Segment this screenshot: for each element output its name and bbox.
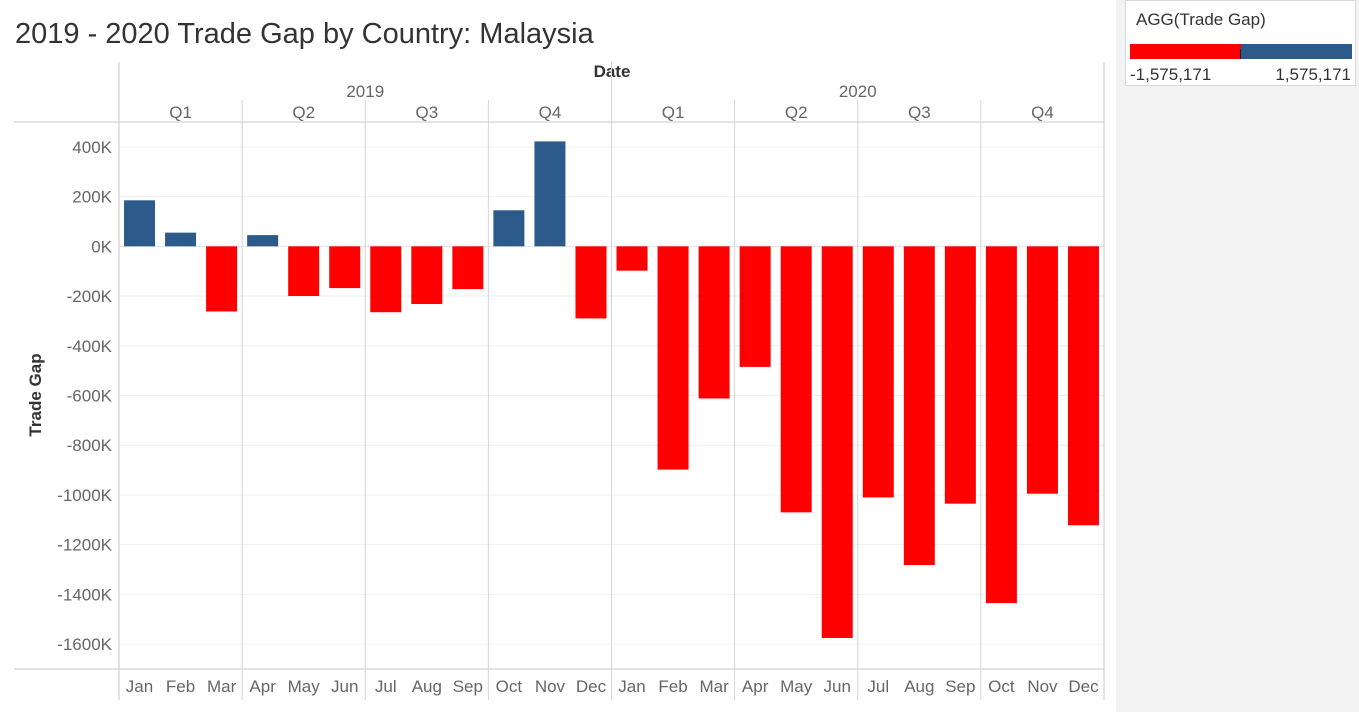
x-tick-label: Jan — [618, 677, 645, 696]
month-dividers — [241, 62, 982, 700]
x-tick-label: Sep — [945, 677, 975, 696]
quarter-label: Q4 — [1031, 103, 1054, 122]
bar — [985, 246, 1017, 604]
y-tick-label: -1400K — [57, 585, 112, 604]
bar — [944, 246, 976, 504]
bar — [329, 246, 361, 289]
bar — [288, 246, 320, 297]
x-tick-label: Mar — [699, 677, 729, 696]
bar — [493, 210, 525, 247]
legend-positive-swatch — [1241, 44, 1352, 59]
color-legend: AGG(Trade Gap) -1,575,171 1,575,171 — [1125, 0, 1356, 86]
bar — [657, 246, 689, 470]
year-label: 2019 — [346, 82, 384, 101]
x-tick-label: Oct — [988, 677, 1015, 696]
y-axis-label: Trade Gap — [26, 353, 45, 436]
legend-title: AGG(Trade Gap) — [1136, 10, 1266, 29]
bar — [780, 246, 812, 513]
x-tick-label: Jun — [824, 677, 851, 696]
chart: 2019 - 2020 Trade Gap by Country: Malays… — [14, 18, 1105, 700]
x-tick-label: Dec — [576, 677, 607, 696]
y-axis: 400K 200K 0K -200K -400K -600K -800K -1000K -120… — [57, 138, 112, 654]
quarter-label: Q3 — [908, 103, 931, 122]
column-headers: 2019 Q1 Q2 Q3 Q4 2020 Q1 Q2 Q3 Q4 — [169, 82, 1054, 122]
x-tick-label: Oct — [496, 677, 523, 696]
legend-midpoint-marker — [1240, 49, 1241, 59]
y-tick-label: 200K — [72, 188, 112, 207]
legend-min-label: -1,575,171 — [1130, 65, 1212, 84]
bar — [575, 246, 607, 319]
bar — [165, 232, 197, 247]
chart-title: 2019 - 2020 Trade Gap by Country: Malays… — [15, 18, 595, 50]
x-tick-label: Aug — [904, 677, 934, 696]
legend-negative-swatch — [1130, 44, 1241, 59]
quarter-label: Q1 — [169, 103, 192, 122]
y-tick-label: 0K — [91, 237, 112, 256]
x-tick-label: Nov — [535, 677, 566, 696]
x-tick-label: Aug — [412, 677, 442, 696]
bar — [1067, 246, 1099, 526]
y-tick-label: -1000K — [57, 486, 112, 505]
x-tick-label: Jul — [375, 677, 397, 696]
quarter-label: Q2 — [292, 103, 315, 122]
x-tick-label: Mar — [207, 677, 237, 696]
y-tick-label: 400K — [72, 138, 112, 157]
x-tick-label: Jul — [867, 677, 889, 696]
bar — [739, 246, 771, 367]
x-tick-label: Jan — [126, 677, 153, 696]
x-tick-label: Apr — [249, 677, 276, 696]
y-tick-label: -800K — [67, 436, 113, 455]
x-tick-label: Nov — [1027, 677, 1058, 696]
bar — [903, 246, 935, 566]
bar — [616, 246, 648, 271]
x-axis: Jan Feb Mar Apr May Jun Jul Aug Sep Oct Nov Dec Jan F… — [126, 677, 1099, 696]
bar — [247, 235, 279, 247]
bar — [698, 246, 730, 399]
quarter-label: Q1 — [662, 103, 685, 122]
x-tick-label: Apr — [742, 677, 769, 696]
bar — [124, 200, 156, 247]
bar — [206, 246, 238, 312]
x-tick-label: May — [780, 677, 813, 696]
bar — [370, 246, 402, 313]
bars — [124, 141, 1099, 638]
year-label: 2020 — [839, 82, 877, 101]
legend-max-label: 1,575,171 — [1275, 65, 1351, 84]
right-panel — [1116, 0, 1359, 712]
y-tick-label: -1600K — [57, 635, 112, 654]
y-tick-label: -200K — [67, 287, 113, 306]
bar — [821, 246, 853, 638]
x-tick-label: Jun — [331, 677, 358, 696]
x-tick-label: Dec — [1068, 677, 1099, 696]
bar — [534, 141, 566, 247]
y-tick-label: -400K — [67, 337, 113, 356]
x-tick-label: Feb — [166, 677, 195, 696]
x-tick-label: Sep — [453, 677, 483, 696]
y-tick-label: -1200K — [57, 536, 112, 555]
bar — [862, 246, 894, 498]
quarter-label: Q3 — [415, 103, 438, 122]
x-tick-label: Feb — [658, 677, 687, 696]
bar — [411, 246, 443, 305]
quarter-label: Q4 — [539, 103, 562, 122]
bar — [452, 246, 484, 290]
quarter-label: Q2 — [785, 103, 808, 122]
x-tick-label: May — [288, 677, 321, 696]
bar — [1026, 246, 1058, 494]
legend-color-ramp — [1130, 44, 1352, 59]
y-tick-label: -600K — [67, 387, 113, 406]
